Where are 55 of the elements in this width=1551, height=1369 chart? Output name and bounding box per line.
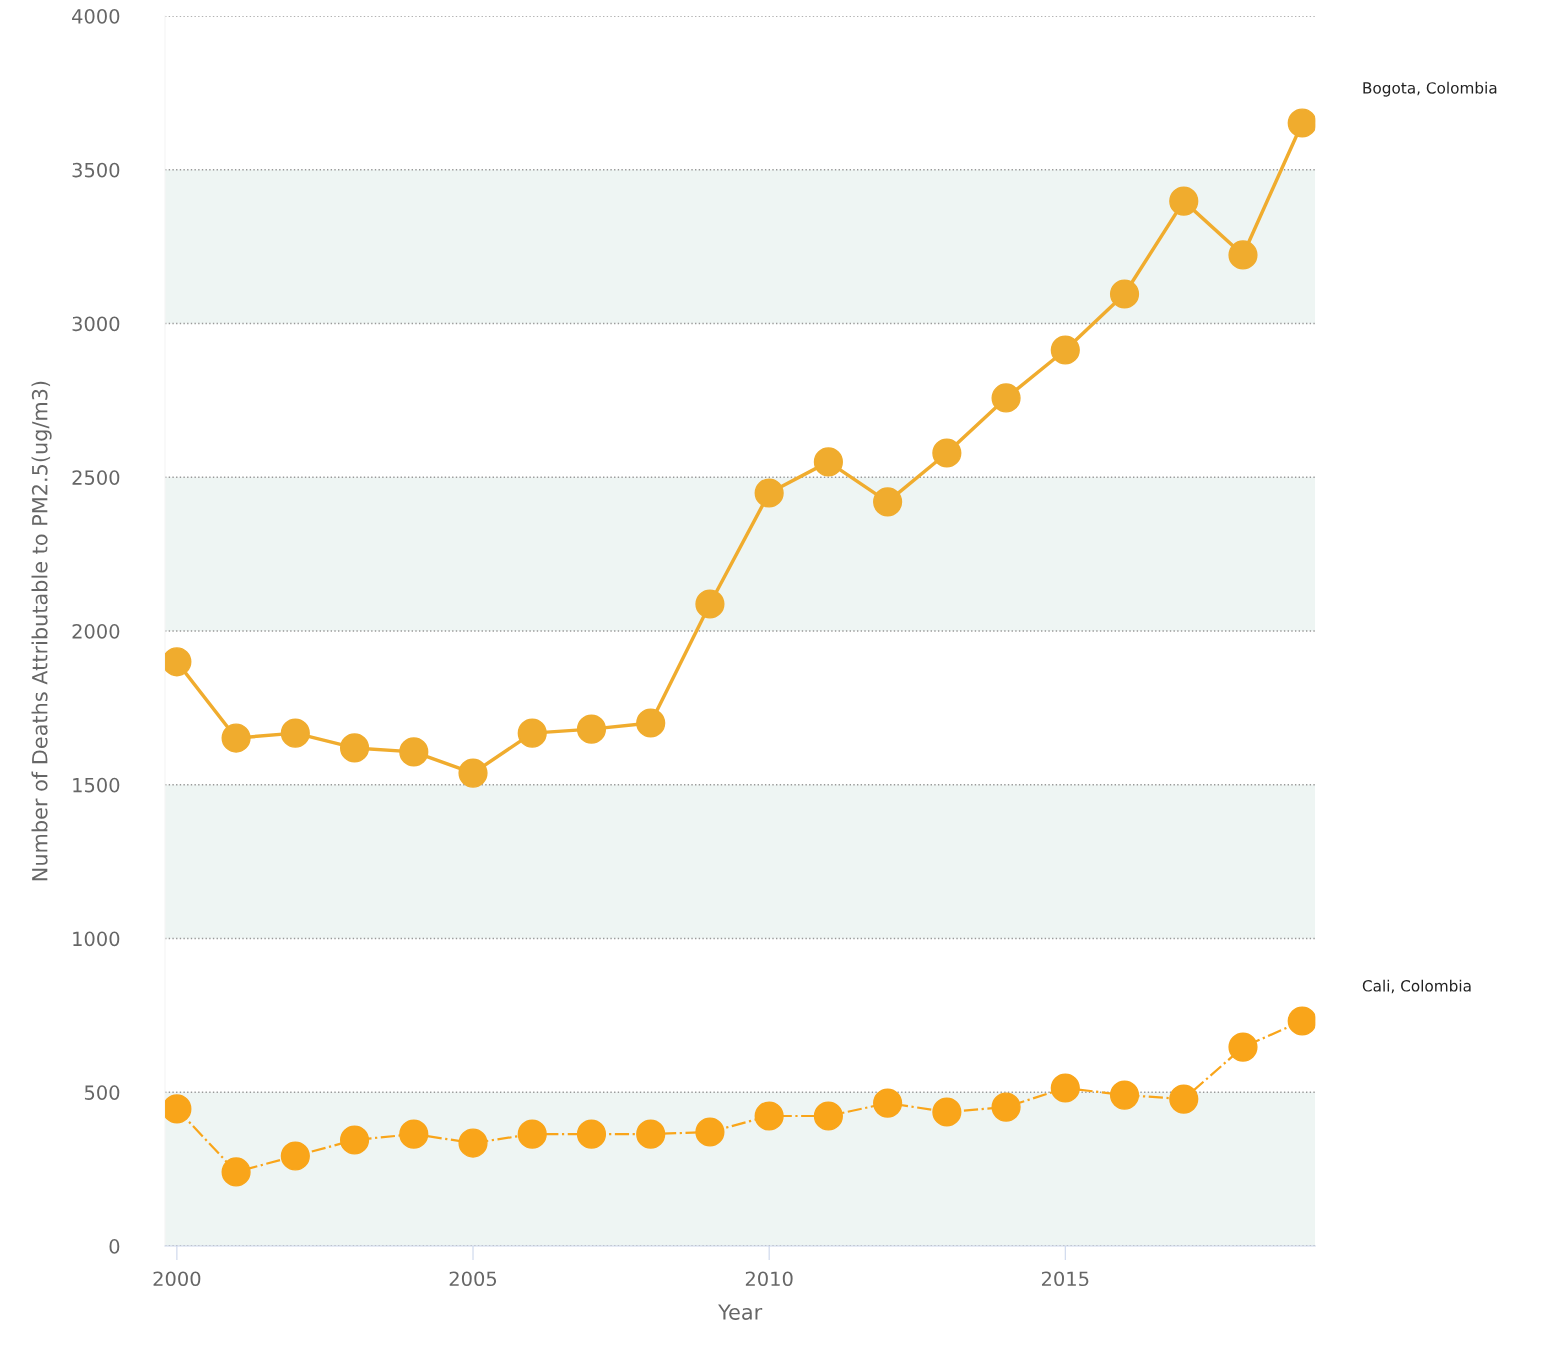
point: [636, 708, 666, 738]
point: [932, 1097, 962, 1127]
y-tick-label: 3500: [72, 162, 120, 178]
point: [1287, 108, 1316, 138]
point: [339, 733, 370, 763]
point: [1228, 1032, 1258, 1062]
point: [1109, 279, 1140, 309]
point: [221, 1157, 251, 1187]
x-tick-label: 2005: [449, 1271, 497, 1287]
point: [1169, 1084, 1199, 1114]
point: [754, 1101, 784, 1131]
y-tick-label: 1000: [73, 931, 120, 947]
y-axis-title: Number of Deaths Attributable to PM2.5(ug/m3): [31, 381, 52, 881]
point: [517, 1119, 547, 1149]
point: [873, 487, 903, 517]
point: [399, 1119, 429, 1149]
point: [932, 438, 962, 468]
text: Bogota, Colombia: [1363, 81, 1497, 97]
x-tick-label: 2000: [153, 1271, 201, 1287]
point: [1228, 240, 1258, 270]
y-tick-label: 0: [109, 1239, 120, 1254]
x-tick-label: 2015: [1041, 1271, 1089, 1287]
point: [1169, 186, 1199, 216]
point: [399, 737, 429, 767]
point: [280, 1141, 310, 1171]
point: [458, 758, 488, 788]
point: [695, 589, 725, 619]
point: [280, 718, 310, 748]
point: [813, 1101, 843, 1131]
text: Cali, Colombia: [1362, 979, 1471, 994]
point: [221, 723, 251, 753]
point: [576, 714, 607, 744]
point: [1050, 335, 1080, 365]
point: [991, 1092, 1021, 1122]
point: [1050, 1073, 1080, 1103]
point: [813, 447, 843, 477]
point: [339, 1125, 370, 1155]
y-tick-label: 500: [84, 1085, 120, 1100]
y-tick-label: 4000: [72, 8, 120, 24]
point: [576, 1119, 607, 1149]
point: [458, 1128, 488, 1158]
point: [695, 1117, 725, 1147]
point: [991, 383, 1021, 413]
y-tick-label: 3000: [72, 316, 120, 332]
point: [873, 1088, 903, 1118]
x-tick-label: 2010: [745, 1271, 793, 1287]
y-tick-label: 2500: [72, 470, 120, 485]
y-tick-label: 1500: [73, 777, 120, 793]
y-tick-label: 2000: [72, 624, 120, 639]
point: [517, 718, 547, 748]
point: [1109, 1080, 1140, 1110]
point: [754, 478, 784, 508]
point: [1287, 1006, 1316, 1036]
x-axis-title: Year: [718, 1304, 763, 1320]
point: [636, 1119, 666, 1149]
